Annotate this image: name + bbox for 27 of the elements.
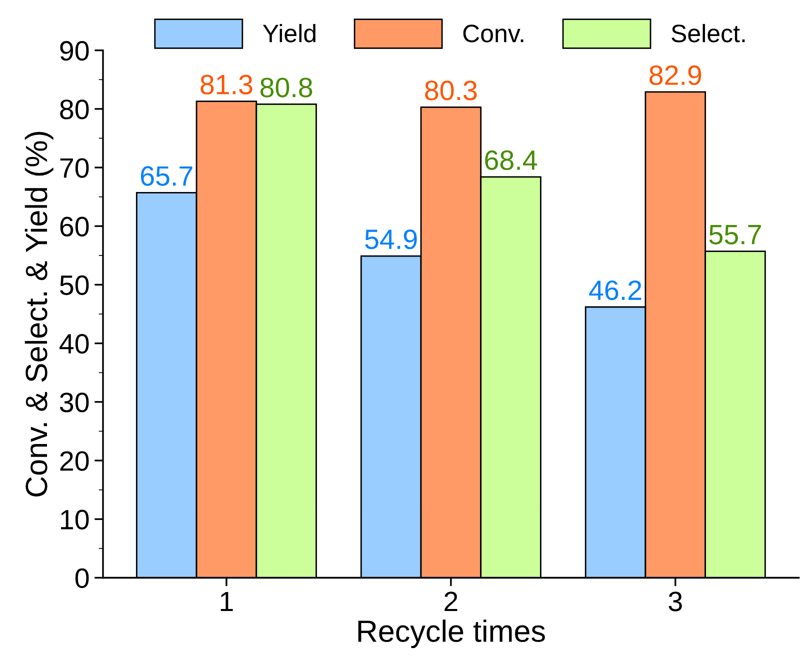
x-axis-title: Recycle times [358,620,545,648]
data-label: 80.8 [260,78,312,98]
y-tick-label: 10 [61,510,89,530]
data-label: 46.2 [589,280,642,300]
x-tick-label: 3 [668,592,682,612]
legend-label: Yield [262,24,316,42]
y-tick-label: 30 [60,392,89,412]
data-label: 55.7 [709,225,761,244]
data-label: 68.4 [485,150,537,170]
data-label: 80.3 [425,80,477,100]
x-tick-label: 1 [220,592,233,612]
legend-label: Select. [672,24,745,42]
data-label: 82.9 [650,65,702,86]
y-tick-label: 40 [60,334,89,354]
y-tick-label: 20 [60,451,89,471]
data-label: 54.9 [365,229,417,250]
data-label: 81.3 [200,74,252,94]
legend-label: Conv. [463,24,524,42]
y-axis-title: Conv. & Select. & Yield (%) [24,132,54,496]
y-tick-label: 80 [60,100,89,120]
x-tick-label: 2 [444,592,458,612]
y-tick-label: 70 [60,158,89,178]
y-tick-label: 50 [60,275,89,296]
y-tick-label: 60 [60,216,89,236]
data-label: 65.7 [140,166,192,186]
y-tick-label: 0 [75,568,89,588]
y-tick-label: 90 [60,40,89,61]
